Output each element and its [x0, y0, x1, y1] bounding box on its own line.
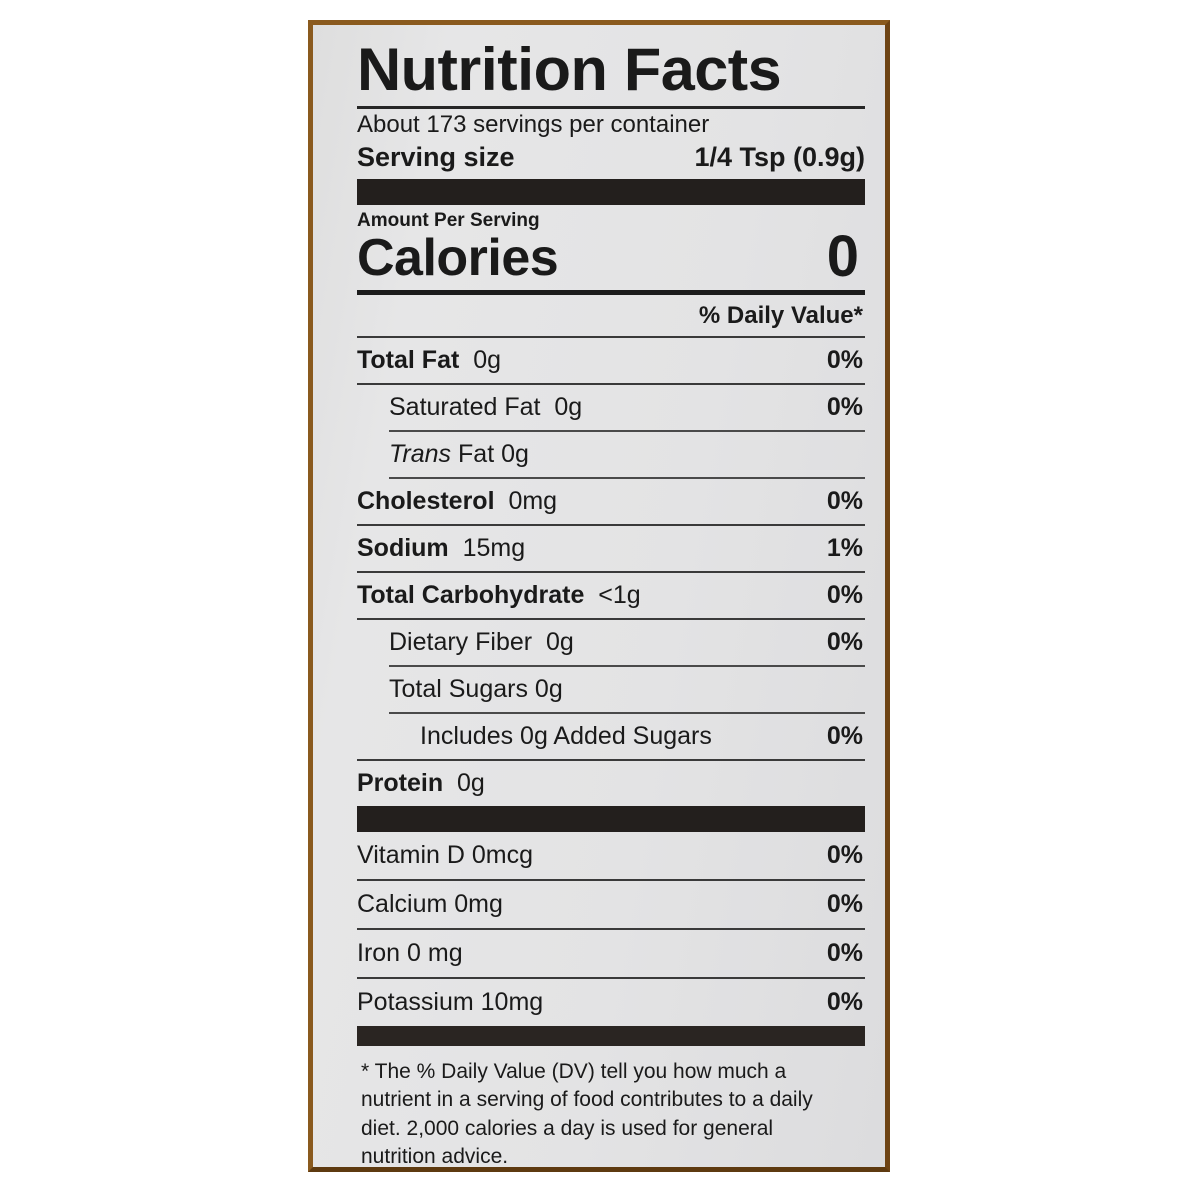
nutrient-amount: 0g	[554, 392, 583, 421]
nutrient-amount: <1g	[598, 580, 641, 609]
row-divider	[389, 429, 865, 432]
nutrition-facts-title: Nutrition Facts	[357, 36, 782, 103]
vitamin-name: Calcium 0mg	[357, 889, 503, 918]
nutrient-name: Total Carbohydrate	[357, 580, 585, 609]
nutrient-row-added-sugars: Includes 0g Added Sugars 0%	[357, 714, 865, 759]
nutrition-label-frame: Nutrition Facts About 173 servings per c…	[308, 20, 890, 1172]
nutrient-amount: 15mg	[462, 533, 526, 562]
row-divider	[357, 617, 865, 620]
nutrient-name: Sodium	[357, 533, 449, 562]
serving-size-value: 1/4 Tsp (0.9g)	[694, 141, 865, 172]
nutrient-row-total-fat: Total Fat 0g 0%	[357, 338, 865, 383]
serving-size-row: Serving size 1/4 Tsp (0.9g)	[357, 142, 865, 173]
row-divider	[357, 382, 865, 385]
nutrient-name: Dietary Fiber	[389, 627, 533, 656]
vitamin-dv: 0%	[826, 938, 863, 967]
nutrient-name: Total Fat	[357, 345, 460, 374]
nutrient-amount: 0g	[546, 627, 574, 656]
row-divider	[357, 570, 865, 573]
nutrient-amount: 0g	[457, 768, 485, 797]
nutrient-dv: 0%	[826, 627, 863, 656]
row-divider	[389, 711, 865, 714]
nutrient-name: Trans	[389, 439, 452, 468]
title-divider	[357, 105, 865, 109]
nutrient-row-saturated-fat: Saturated Fat 0g 0%	[357, 385, 865, 430]
vitamin-dv: 0%	[826, 840, 863, 869]
row-divider	[357, 758, 865, 761]
nutrient-dv: 0%	[826, 345, 863, 374]
serving-section-bar	[357, 178, 865, 205]
vitamin-row-potassium: Potassium 10mg 0%	[357, 979, 865, 1026]
vitamin-dv: 0%	[826, 987, 863, 1016]
vitamin-dv: 0%	[826, 889, 863, 918]
nutrient-row-total-carbohydrate: Total Carbohydrate <1g 0%	[357, 573, 865, 618]
nutrient-dv: 1%	[826, 533, 863, 562]
nutrient-name: Cholesterol	[357, 486, 495, 515]
nutrient-row-cholesterol: Cholesterol 0mg 0%	[357, 479, 865, 524]
nutrient-amount: 0g	[473, 345, 502, 374]
nutrition-facts-panel: Nutrition Facts About 173 servings per c…	[357, 40, 865, 1167]
calories-value: 0	[826, 223, 859, 289]
row-divider	[357, 927, 865, 930]
row-divider	[389, 476, 865, 479]
vitamin-row-calcium: Calcium 0mg 0%	[357, 881, 865, 928]
vitamin-row-vitamin-d: Vitamin D 0mcg 0%	[357, 832, 865, 879]
nutrient-amount: 0g	[534, 674, 563, 703]
nutrient-amount: 0mg	[508, 486, 558, 515]
nutrient-row-protein: Protein 0g	[357, 761, 865, 806]
nutrient-row-dietary-fiber: Dietary Fiber 0g 0%	[357, 620, 865, 665]
calories-section-bar	[357, 289, 865, 295]
nutrient-row-sodium: Sodium 15mg 1%	[357, 526, 865, 571]
nutrient-amount: Fat 0g	[458, 439, 529, 468]
calories-label: Calories	[357, 229, 559, 287]
nutrient-row-trans-fat: Trans Fat 0g	[357, 432, 865, 477]
daily-value-divider	[357, 335, 865, 338]
nutrient-name: Includes 0g Added Sugars	[420, 721, 712, 750]
vitamin-name: Potassium 10mg	[357, 987, 544, 1016]
nutrient-dv: 0%	[826, 721, 863, 750]
row-divider	[357, 878, 865, 881]
nutrient-name: Total Sugars	[389, 674, 528, 703]
nutrition-label-surface: Nutrition Facts About 173 servings per c…	[313, 25, 885, 1167]
daily-value-header: % Daily Value*	[698, 301, 863, 329]
serving-size-label: Serving size	[357, 141, 515, 172]
amount-per-serving-label: Amount Per Serving	[357, 209, 540, 231]
vitamin-name: Vitamin D 0mcg	[357, 840, 533, 869]
nutrient-dv: 0%	[826, 580, 863, 609]
daily-value-footnote: * The % Daily Value (DV) tell you how mu…	[361, 1059, 813, 1167]
nutrient-dv: 0%	[826, 486, 863, 515]
nutrient-name: Protein	[357, 768, 444, 797]
vitamin-name: Iron 0 mg	[357, 938, 463, 967]
servings-per-container: About 173 servings per container	[357, 110, 710, 138]
row-divider	[357, 523, 865, 526]
vitamins-section-bar	[357, 1025, 865, 1046]
row-divider	[357, 976, 865, 979]
nutrient-dv: 0%	[826, 392, 863, 421]
vitamin-row-iron: Iron 0 mg 0%	[357, 930, 865, 977]
nutrient-name: Saturated Fat	[389, 392, 541, 421]
protein-section-bar	[357, 805, 865, 832]
nutrient-row-total-sugars: Total Sugars 0g	[357, 667, 865, 712]
row-divider	[389, 664, 865, 667]
calories-row: Calories 0	[357, 223, 865, 289]
